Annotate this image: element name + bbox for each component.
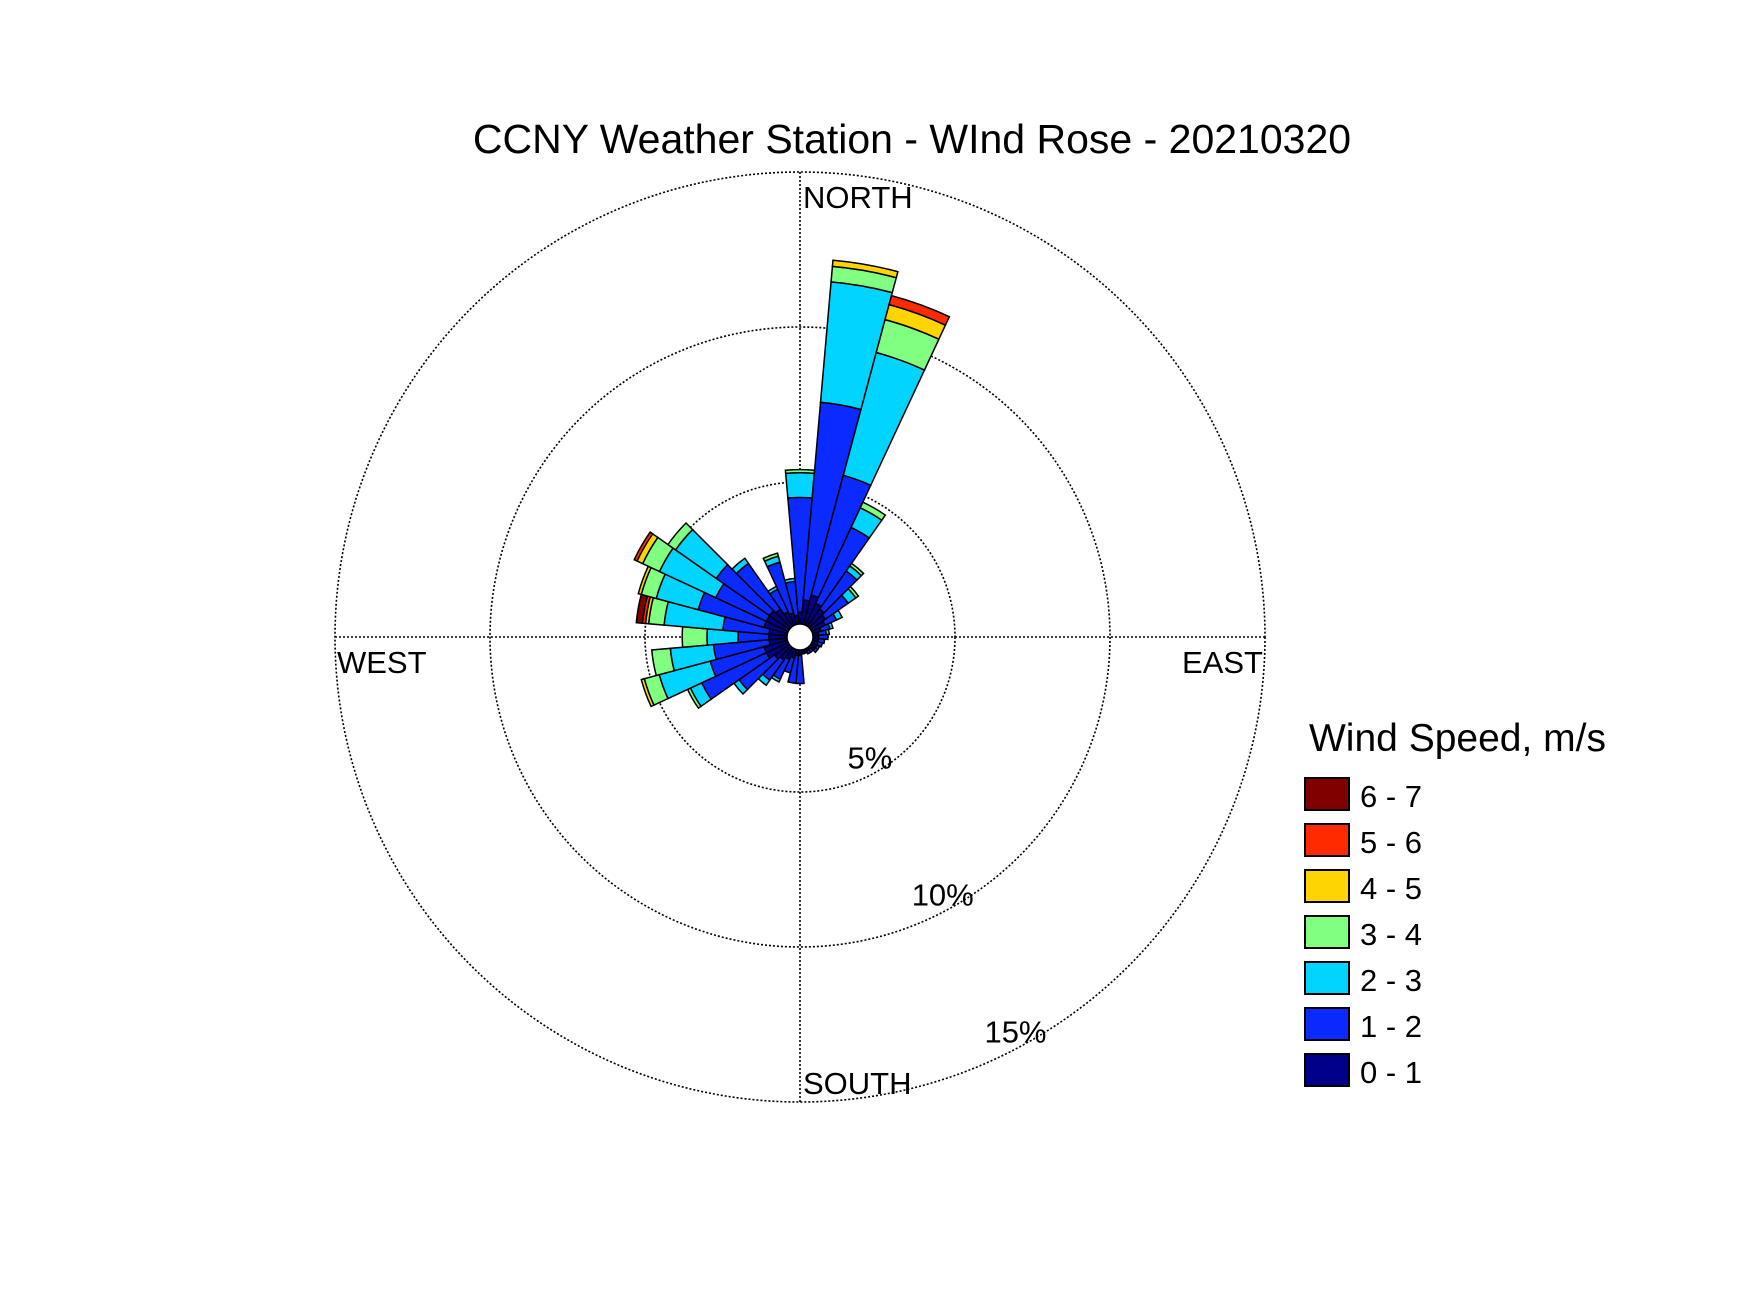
grid-ring-2 xyxy=(489,326,1111,948)
sector-280deg xyxy=(635,593,789,637)
direction-label-south: SOUTH xyxy=(803,1066,912,1101)
sector-130-bin-1 xyxy=(812,646,819,654)
ring-labels: 5% 10% 15% xyxy=(848,741,1047,1050)
sector-290deg xyxy=(637,565,790,635)
sector-240deg xyxy=(686,641,791,710)
legend-label-0: 6 - 7 xyxy=(1360,779,1422,814)
sector-10-bin-4 xyxy=(831,259,899,279)
chart-title: CCNY Weather Station - WInd Rose - 20210… xyxy=(473,116,1351,162)
legend-label-6: 0 - 1 xyxy=(1360,1055,1422,1090)
legend-swatch-0 xyxy=(1304,777,1350,811)
sector-20deg xyxy=(802,294,951,627)
legend-label-5: 1 - 2 xyxy=(1360,1009,1422,1044)
sector-190-bin-1 xyxy=(787,654,800,685)
sector-110-bin-1 xyxy=(815,640,824,648)
sector-0-bin-2 xyxy=(784,471,816,499)
sector-50deg xyxy=(808,585,860,631)
sector-270-bin-3 xyxy=(681,625,709,649)
legend-label-1: 5 - 6 xyxy=(1360,825,1422,860)
sector-320-bin-2 xyxy=(730,557,750,575)
sector-60-bin-2 xyxy=(831,609,844,621)
sector-260deg xyxy=(650,637,789,677)
legend-label-4: 2 - 3 xyxy=(1360,963,1422,998)
ring-label-3: 15% xyxy=(984,1014,1046,1049)
wind-sectors xyxy=(633,259,951,710)
sector-10deg xyxy=(800,259,899,626)
sector-250-bin-4 xyxy=(640,677,655,708)
direction-label-east: EAST xyxy=(1182,645,1263,680)
sector-310-bin-3 xyxy=(666,521,694,551)
ring-label-2: 10% xyxy=(912,877,974,912)
sector-0-bin-3 xyxy=(784,468,816,475)
legend-title: Wind Speed, m/s xyxy=(1309,717,1606,760)
sector-340deg xyxy=(762,552,798,627)
sector-50-bin-3 xyxy=(847,585,860,599)
center-hub xyxy=(786,623,814,651)
sector-70-bin-2 xyxy=(827,621,834,630)
sector-40deg xyxy=(806,562,865,629)
legend-swatch-4 xyxy=(1304,961,1350,995)
sector-320deg xyxy=(730,557,794,629)
sector-40-bin-3 xyxy=(848,562,865,577)
sector-300-bin-5 xyxy=(633,531,654,563)
sector-230deg xyxy=(732,643,792,696)
sector-250deg xyxy=(640,639,790,708)
sector-20-bin-5 xyxy=(888,294,951,327)
sector-340-bin-3 xyxy=(762,552,780,563)
legend-swatch-5 xyxy=(1304,1007,1350,1041)
legend-label-2: 4 - 5 xyxy=(1360,871,1422,906)
direction-label-north: NORTH xyxy=(803,180,913,215)
sector-350-bin-2 xyxy=(783,577,796,585)
ring-label-1: 5% xyxy=(848,741,893,776)
legend-swatch-1 xyxy=(1304,823,1350,857)
sector-30deg xyxy=(804,501,887,628)
sector-30-bin-3 xyxy=(859,501,887,522)
direction-labels: NORTH EAST SOUTH WEST xyxy=(337,180,1263,1101)
center-circle xyxy=(786,623,814,651)
legend-label-3: 3 - 4 xyxy=(1360,917,1422,952)
legend-swatch-2 xyxy=(1304,869,1350,903)
sector-80-bin-2 xyxy=(824,628,831,636)
legend-swatch-3 xyxy=(1304,915,1350,949)
sector-260-bin-3 xyxy=(650,647,676,677)
legend-swatch-6 xyxy=(1304,1053,1350,1087)
direction-label-west: WEST xyxy=(337,645,427,680)
legend: Wind Speed, m/s 6 - 7 5 - 6 4 - 5 3 - 4 2 - … xyxy=(1304,717,1606,1090)
